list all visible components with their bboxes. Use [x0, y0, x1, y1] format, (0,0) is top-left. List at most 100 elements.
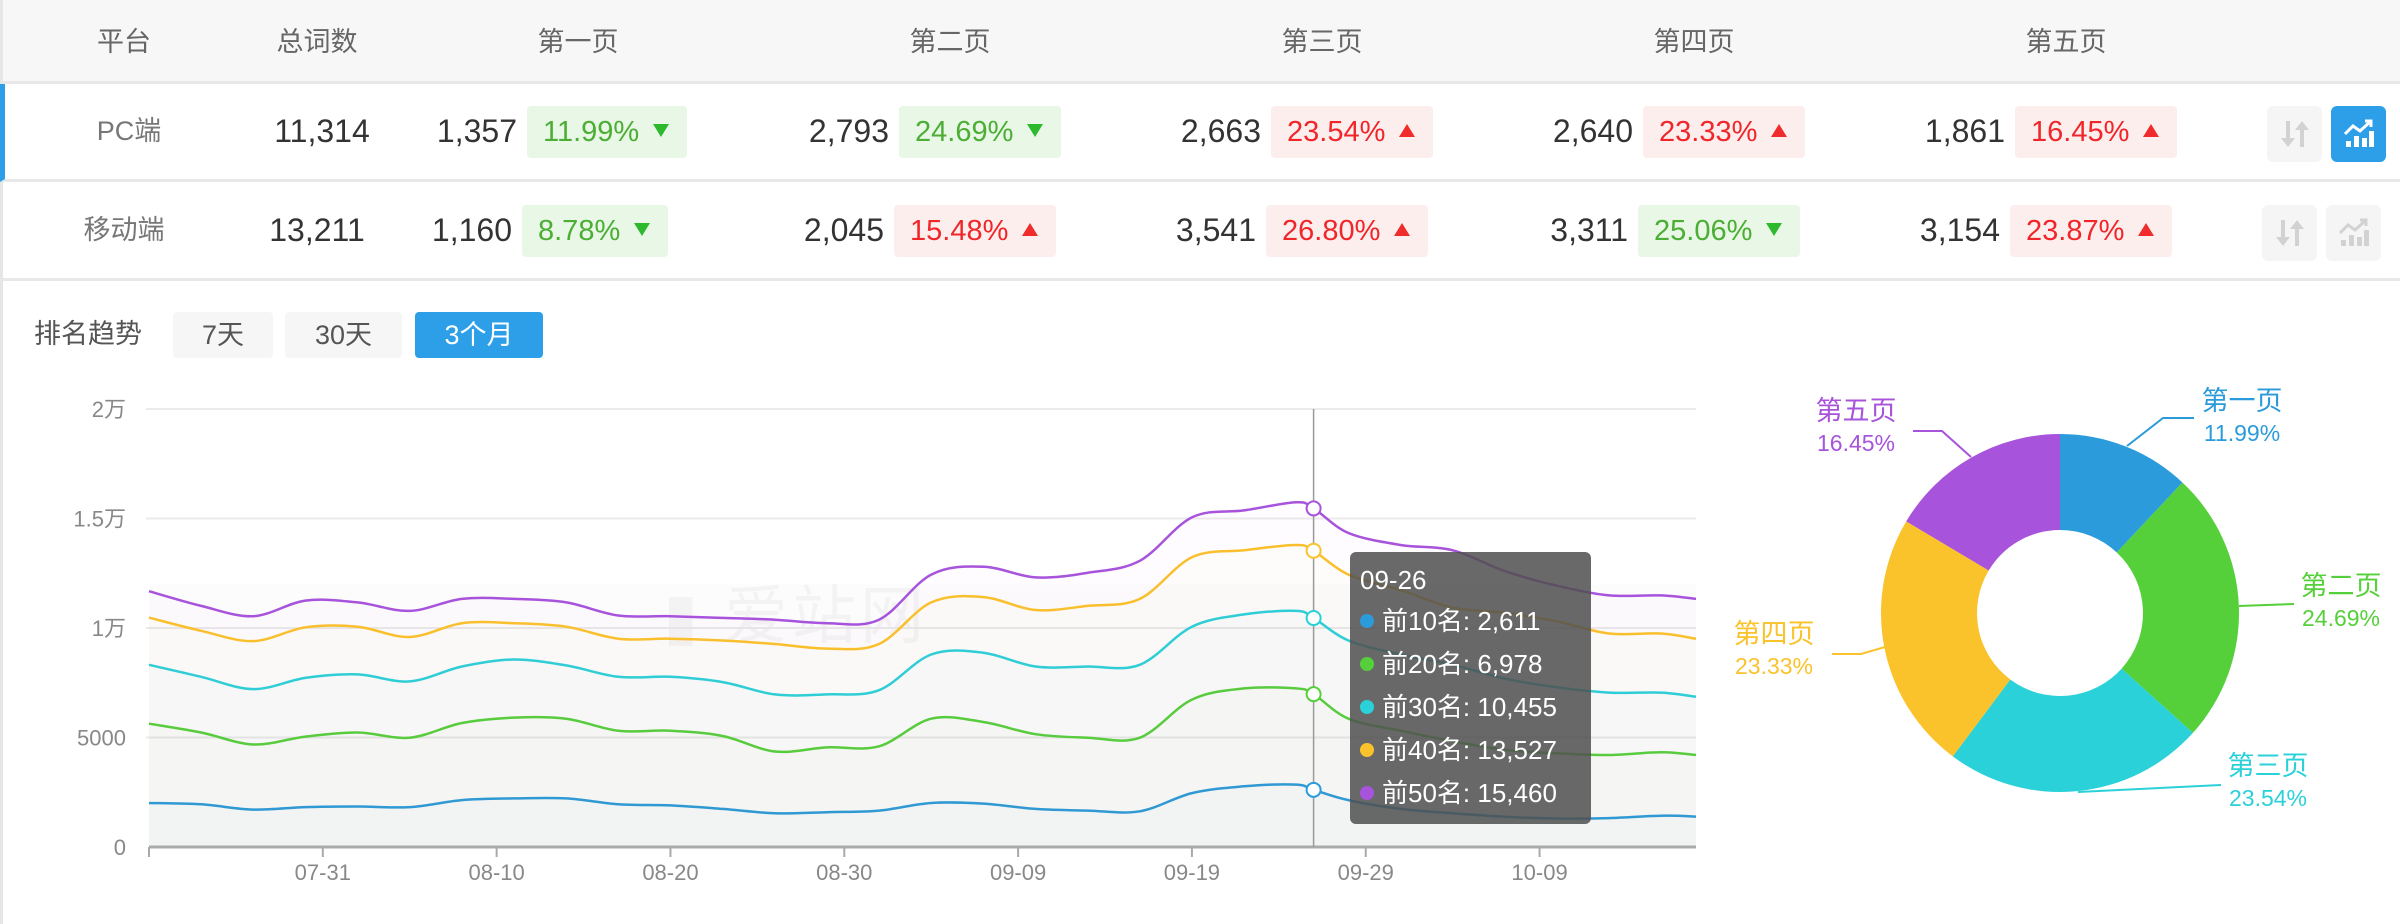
tooltip-value: 10,455	[1477, 692, 1557, 722]
x-tick-label: 09-09	[990, 860, 1046, 885]
trend-chart-button[interactable]	[2331, 106, 2386, 162]
percent-badge: 8.78%	[522, 205, 669, 257]
tooltip-value: 6,978	[1477, 649, 1543, 679]
table-row[interactable]: 移动端 13,211 1,160 8.78% 2,045 15.48% 3,541 26.80…	[3, 183, 2400, 281]
range-button[interactable]: 30天	[285, 312, 402, 358]
pie-slice[interactable]	[2060, 434, 2183, 553]
hover-point	[1305, 781, 1322, 798]
pie-label: 第二页 24.69%	[2301, 569, 2382, 633]
pie-label-percent: 23.54%	[2228, 785, 2307, 811]
triangle-up-icon	[1399, 123, 1416, 137]
triangle-down-icon	[653, 123, 670, 137]
tooltip-item: 前20名: 6,978	[1360, 643, 1581, 686]
series-dot-icon	[1360, 700, 1374, 715]
hover-point	[1305, 542, 1322, 559]
percent-badge: 23.33%	[1643, 106, 1806, 158]
trend-chart-button[interactable]	[2326, 205, 2381, 261]
triangle-up-icon	[1771, 123, 1788, 137]
column-header: 第三页	[1281, 27, 1363, 57]
page-count: 2,793	[808, 113, 889, 149]
page-count: 3,154	[1919, 212, 2000, 248]
page-count: 3,541	[1175, 212, 1256, 248]
y-tick-label: 2万	[92, 397, 126, 422]
trend-chart-icon	[2343, 119, 2374, 147]
pie-slice[interactable]	[2116, 482, 2239, 733]
tooltip-label: 前20名	[1382, 649, 1463, 679]
pie-leader-line	[1832, 646, 1886, 655]
percent-value: 24.69%	[915, 116, 1014, 148]
series-dot-icon	[1360, 614, 1374, 629]
x-tick-label: 08-30	[816, 860, 872, 885]
x-tick-label: 09-19	[1164, 860, 1220, 885]
y-tick-label: 5000	[77, 726, 126, 751]
x-tick-label: 10-09	[1511, 860, 1567, 885]
page-count: 2,045	[803, 212, 884, 248]
pie-label: 第三页 23.54%	[2228, 749, 2309, 813]
percent-value: 23.87%	[2026, 215, 2125, 247]
pie-label-name: 第五页	[1815, 396, 1897, 426]
chart-tooltip: 09-26 前10名: 2,611 前20名: 6,978 前30名: 10,455…	[1350, 552, 1591, 824]
percent-value: 8.78%	[538, 215, 621, 247]
hover-point	[1305, 500, 1322, 517]
pie-slice[interactable]	[1952, 668, 2193, 792]
pie-leader-line	[2126, 417, 2194, 447]
total-keywords: 13,211	[269, 212, 365, 248]
y-tick-label: 1万	[92, 616, 126, 641]
platform-label: 移动端	[83, 215, 165, 245]
hover-point	[1305, 610, 1322, 627]
triangle-down-icon	[1766, 222, 1783, 236]
series-line-5[interactable]	[148, 501, 1697, 626]
triangle-up-icon	[2143, 123, 2160, 137]
percent-value: 25.06%	[1654, 215, 1753, 247]
percent-value: 26.80%	[1282, 215, 1381, 247]
x-tick-label: 09-29	[1338, 860, 1394, 885]
pie-label: 第一页 11.99%	[2202, 384, 2283, 448]
page-count: 2,640	[1552, 113, 1633, 149]
column-header: 平台	[97, 27, 151, 57]
x-tick-label: 08-20	[642, 860, 698, 885]
page-count: 2,663	[1180, 113, 1261, 149]
tooltip-value: 15,460	[1477, 778, 1557, 808]
range-button[interactable]: 7天	[173, 312, 273, 358]
percent-badge: 16.45%	[2015, 106, 2178, 158]
tooltip-value: 2,611	[1477, 606, 1541, 636]
x-tick-label: 07-31	[295, 860, 351, 885]
triangle-down-icon	[1027, 123, 1044, 137]
sort-arrows-icon	[2275, 220, 2304, 246]
sort-arrows-icon	[2280, 121, 2309, 147]
tooltip-item: 前10名: 2,611	[1360, 600, 1581, 643]
tooltip-label: 前50名	[1382, 778, 1463, 808]
page-count: 1,861	[1924, 113, 2005, 149]
pie-label-name: 第一页	[2201, 386, 2283, 416]
percent-value: 23.54%	[1287, 116, 1386, 148]
percent-value: 23.33%	[1659, 116, 1758, 148]
pie-slice[interactable]	[1906, 434, 2060, 571]
trend-title: 排名趋势	[34, 319, 142, 349]
triangle-down-icon	[634, 222, 651, 236]
total-keywords: 11,314	[274, 113, 370, 149]
tooltip-label: 前30名	[1382, 692, 1463, 722]
percent-value: 16.45%	[2031, 116, 2130, 148]
percent-value: 15.48%	[910, 215, 1009, 247]
pie-leader-line	[2077, 784, 2222, 793]
percent-value: 11.99%	[543, 116, 640, 148]
sort-button[interactable]	[2262, 205, 2317, 261]
pie-slice[interactable]	[1880, 521, 2011, 757]
percent-badge: 26.80%	[1266, 205, 1429, 257]
range-button[interactable]: 3个月	[415, 312, 543, 358]
series-dot-icon	[1360, 786, 1374, 801]
sort-button[interactable]	[2267, 106, 2322, 162]
percent-badge: 25.06%	[1638, 205, 1801, 257]
x-tick-label: 08-10	[468, 860, 524, 885]
column-header: 总词数	[276, 27, 358, 57]
percent-badge: 11.99%	[527, 106, 688, 158]
column-header: 第四页	[1653, 27, 1735, 57]
tooltip-label: 前40名	[1382, 735, 1463, 765]
hover-point	[1305, 686, 1322, 703]
chart-canvas: 0 5000 1万 1.5万 2万 07-31 08-10 08-20 08-30 09-09 09…	[73, 397, 2295, 885]
pie-label: 第五页 16.45%	[1816, 394, 1897, 458]
page-count: 1,160	[431, 212, 512, 248]
column-header: 第一页	[537, 27, 619, 57]
table-row[interactable]: PC端 11,314 1,357 11.99% 2,793 24.69% 2,663 23.5…	[0, 84, 2400, 182]
tooltip-item: 前50名: 15,460	[1360, 772, 1581, 815]
